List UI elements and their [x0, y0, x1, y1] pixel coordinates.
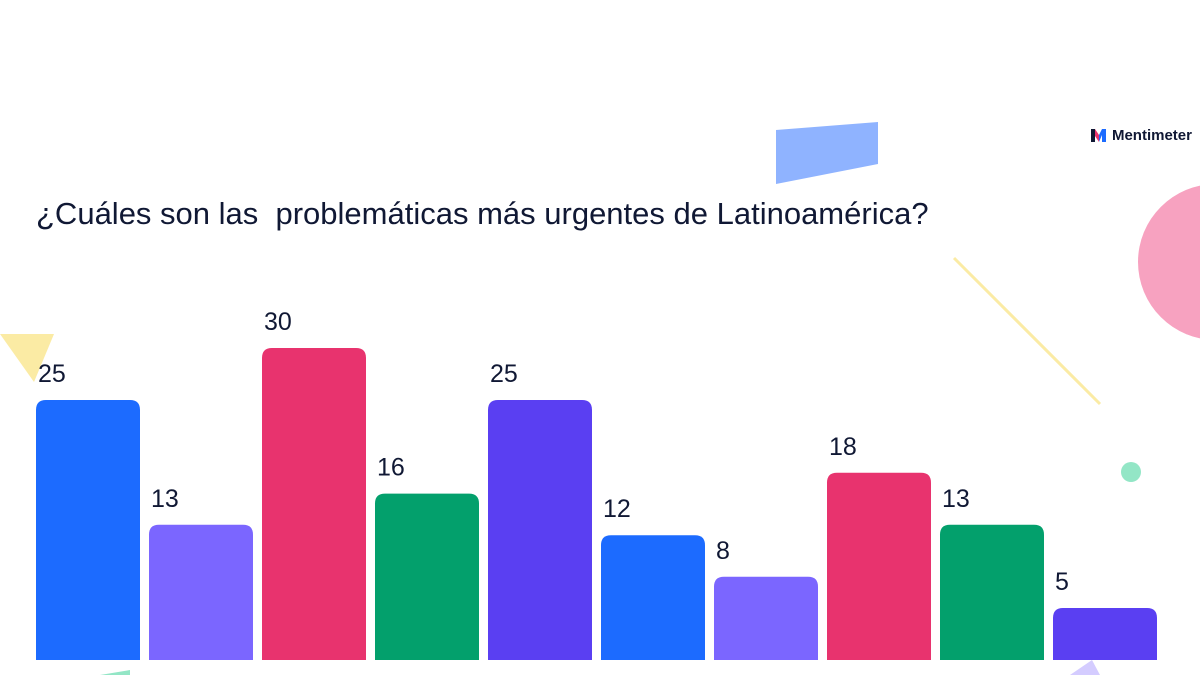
- bar-1: [36, 400, 140, 660]
- bar-value-label-10: 5: [1055, 568, 1069, 596]
- bar-value-label-2: 13: [151, 485, 179, 513]
- bar-10: [1053, 608, 1157, 660]
- bar-value-label-4: 16: [377, 454, 405, 482]
- bar-4: [375, 493, 479, 660]
- pink-circle-decoration: [1138, 185, 1200, 339]
- mint-corner-decoration: [100, 670, 130, 675]
- yellow-triangle-decoration: [0, 334, 54, 382]
- bar-value-label-3: 30: [264, 308, 292, 336]
- yellow-line-decoration: [952, 256, 1102, 406]
- bar-6: [601, 535, 705, 660]
- blue-parallelogram-decoration: [776, 122, 878, 184]
- bar-9: [940, 524, 1044, 660]
- bar-value-label-8: 18: [829, 433, 857, 461]
- bar-8: [827, 472, 931, 660]
- bar-2: [149, 524, 253, 660]
- bar-5: [488, 400, 592, 660]
- bar-value-label-6: 12: [603, 495, 631, 523]
- mentimeter-logo-icon: [1090, 129, 1106, 142]
- question-title: ¿Cuáles son las problemáticas más urgent…: [36, 196, 929, 231]
- lavender-corner-decoration: [1070, 660, 1100, 675]
- bar-value-label-7: 8: [716, 537, 730, 565]
- mentimeter-brand: Mentimeter: [1090, 127, 1192, 144]
- bar-7: [714, 576, 818, 660]
- bar-3: [262, 348, 366, 660]
- bar-value-label-9: 13: [942, 485, 970, 513]
- brand-name: Mentimeter: [1111, 127, 1192, 144]
- bar-value-label-1: 25: [38, 360, 66, 388]
- bar-value-label-5: 25: [490, 360, 518, 388]
- mint-dot-decoration: [1121, 462, 1141, 482]
